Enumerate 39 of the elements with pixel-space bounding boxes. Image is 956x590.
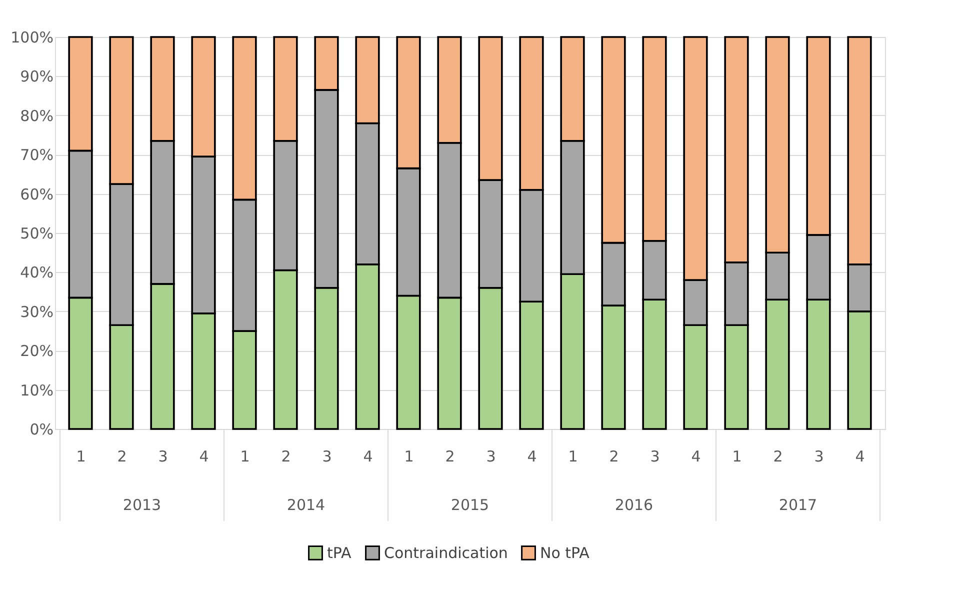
x-tick-label: 2 bbox=[117, 448, 127, 466]
x-tick-label: 4 bbox=[363, 448, 373, 466]
x-tick-label: 1 bbox=[404, 448, 414, 466]
y-tick-label: 0% bbox=[30, 420, 54, 438]
y-tick-label: 70% bbox=[20, 146, 54, 164]
x-tick-label: 1 bbox=[76, 448, 86, 466]
x-tick-label: 1 bbox=[568, 448, 578, 466]
y-tick-label: 50% bbox=[20, 224, 54, 242]
x-tick-label: 3 bbox=[486, 448, 496, 466]
x-tick-label: 4 bbox=[691, 448, 701, 466]
x-tick-label: 2 bbox=[609, 448, 619, 466]
x-tick-label: 2 bbox=[281, 448, 291, 466]
y-tick-label: 100% bbox=[10, 28, 54, 46]
x-tick-label: 3 bbox=[650, 448, 660, 466]
text: 2013 bbox=[122, 496, 162, 514]
legend-label: Contraindication bbox=[384, 544, 508, 562]
y-tick-label: 60% bbox=[20, 185, 54, 204]
x-tick-label: 1 bbox=[732, 448, 742, 466]
y-tick-label: 30% bbox=[20, 302, 54, 321]
y-tick-label: 20% bbox=[20, 342, 54, 360]
legend-label: tPA bbox=[327, 544, 352, 562]
x-tick-label: 2 bbox=[773, 448, 783, 466]
x-tick-label: 4 bbox=[527, 448, 537, 466]
y-tick-label: 10% bbox=[20, 381, 54, 400]
x-tick-label: 4 bbox=[855, 448, 865, 466]
y-tick-label: 90% bbox=[20, 68, 54, 86]
text: 2015 bbox=[450, 496, 490, 514]
text: 2014 bbox=[286, 496, 326, 514]
x-tick-label: 3 bbox=[158, 448, 168, 466]
x-tick-label: 3 bbox=[322, 448, 332, 466]
x-tick-label: 1 bbox=[240, 448, 250, 466]
y-tick-label: 80% bbox=[20, 106, 54, 125]
text: 2017 bbox=[778, 496, 818, 514]
x-tick-label: 4 bbox=[199, 448, 209, 466]
text: 2016 bbox=[614, 496, 654, 514]
x-tick-label: 2 bbox=[445, 448, 455, 466]
x-tick-label: 3 bbox=[814, 448, 824, 466]
legend-label: No tPA bbox=[540, 544, 590, 562]
y-tick-label: 40% bbox=[20, 264, 54, 282]
